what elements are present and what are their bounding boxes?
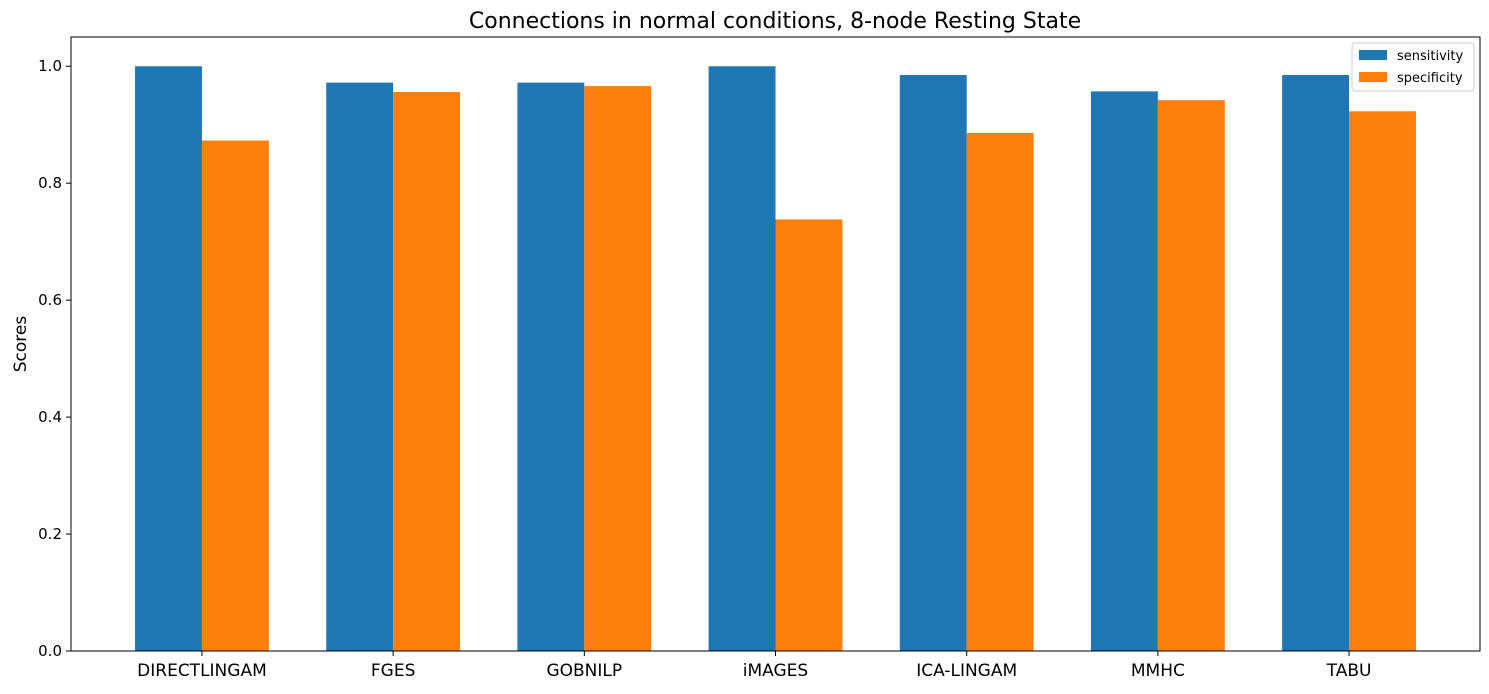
x-tick-label: ICA-LINGAM (916, 661, 1017, 681)
legend-swatch-specificity (1359, 72, 1387, 82)
bar-specificity-mmhc (1157, 100, 1225, 651)
y-tick-label: 0.0 (38, 642, 62, 660)
bar-sensitivity-fges (326, 82, 394, 652)
bar-sensitivity-tabu (1282, 75, 1350, 651)
chart-title: Connections in normal conditions, 8-node… (469, 9, 1081, 34)
y-tick-label: 0.2 (38, 525, 62, 543)
x-tick-label: MMHC (1131, 661, 1185, 681)
bar-specificity-gobnilp (584, 86, 652, 652)
y-tick-label: 0.4 (38, 408, 62, 426)
y-tick-label: 0.8 (38, 174, 62, 192)
bar-sensitivity-ica-lingam (899, 75, 967, 651)
bar-sensitivity-gobnilp (517, 82, 585, 652)
bar-sensitivity-images (708, 66, 776, 652)
bar-specificity-ica-lingam (966, 132, 1034, 651)
x-tick-label: TABU (1326, 661, 1372, 681)
legend-swatch-sensitivity (1359, 50, 1387, 60)
x-tick-label: FGES (371, 661, 415, 681)
bar-specificity-images (775, 219, 843, 651)
x-tick-label: GOBNILP (546, 661, 622, 681)
y-tick-label: 0.6 (38, 291, 62, 309)
y-axis-label: Scores (11, 316, 31, 373)
x-axis-ticks: DIRECTLINGAM FGES GOBNILP iMAGES ICA-LINGAM M… (137, 651, 1371, 681)
y-tick-label: 1.0 (38, 57, 62, 75)
bar-sensitivity-mmhc (1090, 91, 1158, 651)
legend-label-sensitivity: sensitivity (1397, 49, 1464, 64)
legend-label-specificity: specificity (1397, 71, 1463, 86)
x-tick-label: iMAGES (743, 661, 808, 681)
bar-specificity-directlingam (201, 140, 269, 651)
legend: sensitivity specificity (1351, 42, 1475, 92)
bar-specificity-tabu (1349, 111, 1416, 651)
bars-layer (135, 66, 1416, 652)
bar-specificity-fges (393, 91, 461, 652)
bar-sensitivity-directlingam (135, 66, 202, 652)
x-tick-label: DIRECTLINGAM (137, 661, 267, 681)
y-axis-ticks: 0.0 0.2 0.4 0.6 0.8 1.0 (38, 57, 71, 660)
